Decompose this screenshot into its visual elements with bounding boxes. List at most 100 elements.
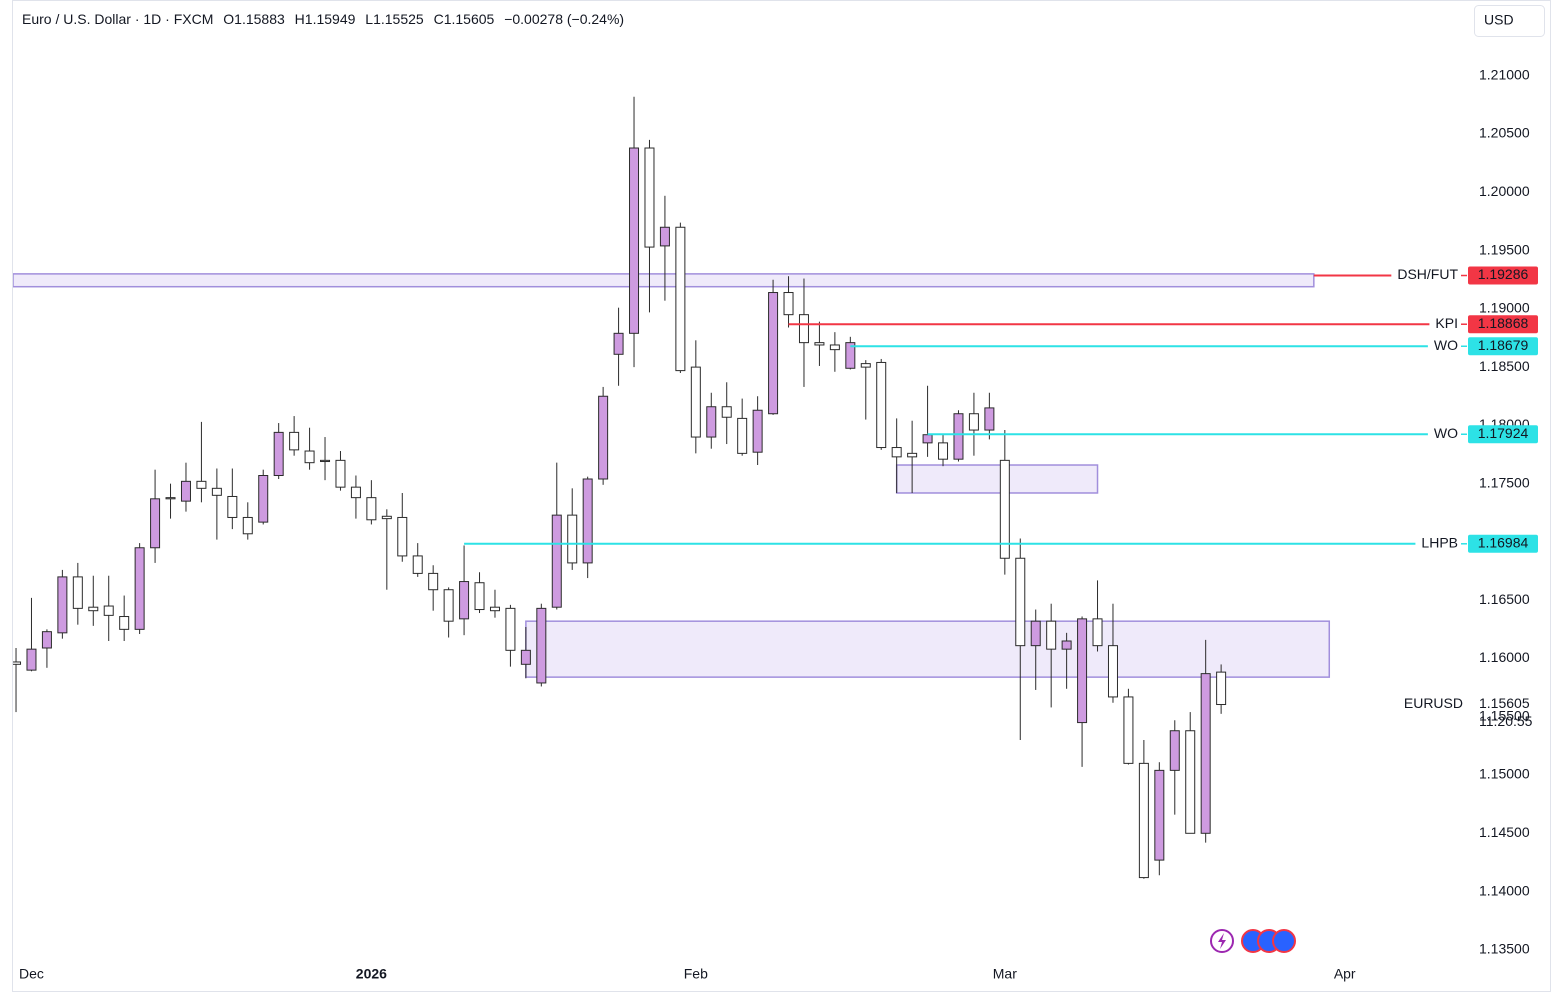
candle-body bbox=[381, 515, 392, 520]
y-tick-label: 1.19500 bbox=[1479, 241, 1530, 257]
candle-body bbox=[845, 342, 856, 369]
candle-body bbox=[984, 407, 995, 431]
ohlc-label: O bbox=[223, 11, 234, 27]
candle-body bbox=[474, 582, 485, 611]
frame bbox=[12, 0, 1551, 992]
level-value: 1.16984 bbox=[1478, 535, 1529, 551]
y-tick-label: 1.20500 bbox=[1479, 125, 1530, 141]
candle-body bbox=[1030, 620, 1041, 647]
level-value: 1.17924 bbox=[1478, 425, 1529, 441]
symbol: Euro / U.S. Dollar · 1D · FXCM bbox=[22, 11, 213, 27]
y-tick-label: 1.20000 bbox=[1479, 183, 1530, 199]
currency[interactable]: USD bbox=[1484, 12, 1514, 28]
candle-body bbox=[1107, 645, 1118, 698]
candle-body bbox=[134, 547, 145, 630]
y-tick-label: 1.19000 bbox=[1479, 300, 1530, 316]
y-tick-label: 1.15500 bbox=[1479, 707, 1530, 723]
candle-body bbox=[428, 572, 439, 591]
level-value: 1.19286 bbox=[1478, 266, 1529, 282]
candle-body bbox=[1138, 762, 1149, 879]
y-tick-label: 1.16500 bbox=[1479, 591, 1530, 607]
candle-body bbox=[629, 147, 640, 334]
candle-body bbox=[196, 480, 207, 489]
candle-body bbox=[752, 409, 763, 453]
plot bbox=[13, 96, 1331, 879]
candle-body bbox=[520, 649, 531, 665]
candle-body bbox=[690, 366, 701, 438]
candle-body bbox=[350, 486, 361, 499]
y-tick-label: 1.17500 bbox=[1479, 474, 1530, 490]
candle-body bbox=[1046, 620, 1057, 650]
candle-body bbox=[242, 516, 253, 535]
candle-body bbox=[598, 395, 609, 480]
y-tick-label: 1.14000 bbox=[1479, 882, 1530, 898]
candle-body bbox=[675, 226, 686, 372]
candle-body bbox=[1123, 696, 1134, 764]
candle-body bbox=[289, 431, 300, 451]
candle-body bbox=[567, 514, 578, 564]
level-name: LHPB bbox=[1421, 535, 1458, 551]
candle-body bbox=[227, 495, 238, 518]
candle-body bbox=[1092, 618, 1103, 647]
candle-body bbox=[814, 342, 825, 346]
candle-body bbox=[443, 589, 454, 622]
candle-body bbox=[150, 498, 161, 549]
candle-body bbox=[1185, 730, 1196, 834]
candle-body bbox=[582, 478, 593, 564]
countdown: 11:20:55 bbox=[1479, 713, 1533, 729]
candle-body bbox=[644, 147, 655, 248]
candle-body bbox=[798, 314, 809, 344]
ohlc-value: 1.15949 bbox=[305, 11, 356, 27]
y-tick-label: 1.13500 bbox=[1479, 941, 1530, 957]
candle-body bbox=[211, 487, 222, 496]
y-tick-label: 1.21000 bbox=[1479, 66, 1530, 82]
candle-body bbox=[860, 363, 871, 368]
y-tick-label: 1.14500 bbox=[1479, 824, 1530, 840]
candle-body bbox=[783, 292, 794, 316]
candle-body bbox=[721, 406, 732, 418]
candle-body bbox=[304, 450, 315, 464]
currency-button[interactable] bbox=[1474, 5, 1545, 37]
zone bbox=[13, 273, 1315, 288]
x-tick-label: Dec bbox=[19, 966, 44, 982]
candle-body bbox=[551, 514, 562, 608]
icon-glyph bbox=[1218, 933, 1226, 949]
candle-body bbox=[335, 459, 346, 488]
candle-body bbox=[968, 413, 979, 431]
y-tick-label: 1.16000 bbox=[1479, 649, 1530, 665]
level-box bbox=[1468, 337, 1538, 356]
x-tick-label: Apr bbox=[1334, 966, 1356, 982]
candle-body bbox=[258, 475, 269, 523]
icon[interactable] bbox=[1272, 929, 1296, 953]
candle-body bbox=[459, 581, 470, 620]
level-name: KPI bbox=[1435, 315, 1458, 331]
candle-body bbox=[1154, 769, 1165, 861]
candle-body bbox=[829, 344, 840, 351]
zone bbox=[895, 464, 1099, 494]
candle-body bbox=[412, 555, 423, 574]
candle-body bbox=[397, 516, 408, 557]
candle-body bbox=[1216, 671, 1227, 706]
candle-body bbox=[737, 417, 748, 454]
y-tick-label: 1.15000 bbox=[1479, 766, 1530, 782]
candle-body bbox=[41, 631, 52, 649]
candle-body bbox=[706, 406, 717, 438]
level-box bbox=[1468, 315, 1538, 334]
candle-body bbox=[953, 413, 964, 460]
level-box bbox=[1468, 425, 1538, 444]
ohlc-value: 1.15883 bbox=[234, 11, 285, 27]
candle-body bbox=[876, 361, 887, 449]
candle-body bbox=[613, 332, 624, 355]
candle-body bbox=[659, 226, 670, 247]
ohlc-label: H bbox=[295, 11, 305, 27]
candle-body bbox=[119, 616, 130, 630]
indicator-icons[interactable] bbox=[1210, 929, 1296, 953]
x-tick-label: 2026 bbox=[356, 966, 387, 982]
last-price: 1.15605 bbox=[1479, 695, 1530, 711]
candle-body bbox=[768, 292, 779, 415]
candle-body bbox=[165, 497, 176, 500]
candle-body bbox=[1061, 640, 1072, 650]
candle-body bbox=[273, 431, 284, 477]
candle-body bbox=[1015, 557, 1026, 647]
ohlc-value: 1.15525 bbox=[373, 11, 424, 27]
